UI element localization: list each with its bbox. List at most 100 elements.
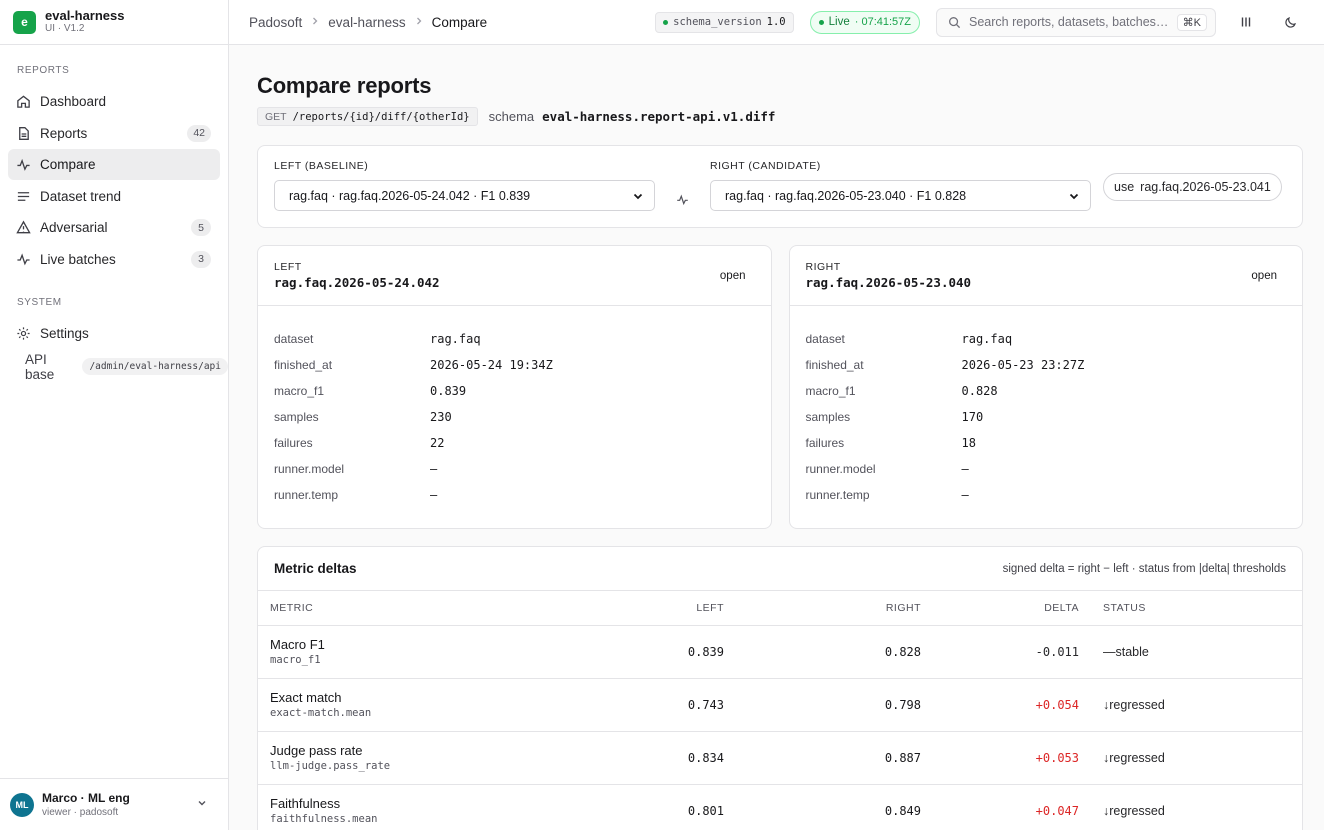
metric-name: Exact match — [270, 689, 342, 705]
field-row: failures 18 — [806, 430, 1287, 456]
search-input[interactable] — [969, 15, 1169, 29]
sidebar-item-reports[interactable]: Reports 42 — [8, 118, 220, 149]
breadcrumb-eval-harness[interactable]: eval-harness — [328, 14, 406, 30]
sidebar-item-adversarial[interactable]: Adversarial 5 — [8, 212, 220, 243]
page-title: Compare reports — [257, 73, 432, 98]
left-report-id: rag.faq.2026-05-24.042 — [274, 275, 440, 290]
metric-deltas-header: Metric deltas signed delta = right − lef… — [258, 547, 1302, 591]
field-row: macro_f1 0.828 — [806, 378, 1287, 404]
breadcrumb: Padosoft eval-harness Compare — [249, 15, 487, 30]
sidebar-item-live-batches[interactable]: Live batches 3 — [8, 244, 220, 275]
right-report-header: RIGHT rag.faq.2026-05-23.040 open — [789, 246, 1302, 306]
open-right-report-link[interactable]: open — [1251, 269, 1277, 282]
brand[interactable]: e eval-harness UI · V1.2 — [0, 0, 228, 45]
report-picker: LEFT (BASELINE) rag.faq · rag.faq.2026-0… — [257, 145, 1303, 228]
brand-logo: e — [13, 10, 36, 34]
columns-icon — [1240, 16, 1252, 28]
search-shortcut: ⌘K — [1176, 13, 1207, 31]
sidebar-item-compare[interactable]: Compare — [8, 149, 220, 181]
sidebar-item-dataset-trend[interactable]: Dataset trend — [8, 181, 220, 212]
field-row: runner.model — — [806, 456, 1287, 482]
right-report-select[interactable]: rag.faq · rag.faq.2026-05-23.040 · F1 0.… — [710, 180, 1091, 211]
col-right[interactable]: RIGHT — [724, 591, 921, 626]
field-key: runner.model — [274, 462, 345, 476]
right-picker-label: RIGHT (CANDIDATE) — [710, 160, 821, 172]
metric-key: exact-match.mean — [270, 706, 372, 719]
api-base-label: API base — [25, 351, 55, 382]
http-method: GET — [265, 110, 287, 123]
metric-deltas-card: Metric deltas signed delta = right − lef… — [257, 546, 1303, 830]
live-time: · 07:41:57Z — [854, 16, 911, 28]
metric-key: macro_f1 — [270, 653, 321, 666]
live-label: Live — [828, 16, 850, 28]
count-badge: 5 — [191, 219, 211, 237]
table-row[interactable]: Judge pass rate llm-judge.pass_rate 0.834… — [258, 731, 1302, 785]
sidebar-item-label: Dashboard — [40, 94, 107, 109]
use-suggested-report-button[interactable]: use rag.faq.2026-05-23.041 — [1103, 173, 1282, 201]
field-row: macro_f1 0.839 — [274, 378, 755, 404]
metric-key: faithfulness.mean — [270, 812, 378, 825]
left-report-card: LEFT rag.faq.2026-05-24.042 open dataset… — [257, 245, 772, 529]
col-status[interactable]: STATUS — [1079, 591, 1302, 626]
field-row: runner.model — — [274, 456, 755, 482]
table-row[interactable]: Macro F1 macro_f1 0.839 0.828 -0.011 —sta… — [258, 625, 1302, 679]
reports-nav: Dashboard Reports 42 Compare Dataset tr — [0, 86, 228, 275]
system-nav: Settings — [0, 318, 228, 349]
main-content: Compare reports GET /reports/{id}/diff/{… — [229, 45, 1324, 830]
right-value: 0.798 — [884, 697, 921, 712]
metric-name: Judge pass rate — [270, 742, 363, 758]
sidebar-item-dashboard[interactable]: Dashboard — [8, 86, 220, 117]
status-badge: ↓regressed — [1103, 750, 1165, 765]
swap-button[interactable] — [655, 160, 710, 206]
left-report-select[interactable]: rag.faq · rag.faq.2026-05-24.042 · F1 0.… — [274, 180, 655, 211]
search-box[interactable]: ⌘K — [936, 7, 1216, 37]
breadcrumb-padosoft[interactable]: Padosoft — [249, 14, 303, 30]
field-row: dataset rag.faq — [274, 326, 755, 352]
field-key: dataset — [274, 332, 314, 346]
status-dot — [663, 19, 669, 25]
table-header-row: METRIC LEFT RIGHT DELTA STATUS — [258, 591, 1302, 626]
metric-name: Macro F1 — [270, 636, 325, 652]
endpoint-path: /reports/{id}/diff/{otherId} — [292, 110, 470, 123]
status-badge: ↓regressed — [1103, 697, 1165, 712]
brand-version: UI · V1.2 — [45, 23, 85, 34]
reports-section-label: REPORTS — [17, 65, 70, 76]
col-delta[interactable]: DELTA — [921, 591, 1079, 626]
theme-toggle-button[interactable] — [1276, 8, 1304, 36]
sidebar-item-label: Dataset trend — [40, 188, 122, 204]
field-key: macro_f1 — [805, 384, 856, 398]
metric-deltas-note: signed delta = right − left · status fro… — [1002, 562, 1286, 575]
field-key: finished_at — [274, 358, 333, 372]
search-icon — [948, 16, 961, 29]
user-menu[interactable]: ML Marco · ML eng viewer · padosoft — [0, 778, 228, 830]
col-metric[interactable]: METRIC — [258, 591, 638, 626]
columns-toggle-button[interactable] — [1232, 8, 1260, 36]
field-key: samples — [274, 410, 319, 424]
left-value: 0.801 — [687, 803, 724, 818]
field-key: runner.temp — [274, 488, 339, 502]
delta-value: +0.054 — [1035, 697, 1079, 712]
sidebar-item-settings[interactable]: Settings — [8, 318, 220, 349]
field-value: — — [430, 488, 438, 502]
user-name: Marco · ML eng — [42, 790, 130, 805]
right-value: 0.849 — [884, 803, 921, 818]
field-value: 2026-05-24 19:34Z — [430, 358, 553, 372]
chevron-right-icon — [311, 16, 319, 29]
table-row[interactable]: Faithfulness faithfulness.mean 0.801 0.84… — [258, 784, 1302, 830]
metric-name: Faithfulness — [270, 795, 341, 811]
sidebar-item-label: Compare — [40, 157, 96, 173]
brand-name: eval-harness — [45, 8, 125, 23]
warning-icon — [16, 220, 31, 235]
field-row: finished_at 2026-05-24 19:34Z — [274, 352, 755, 378]
table-row[interactable]: Exact match exact-match.mean 0.743 0.798 … — [258, 678, 1302, 732]
live-status-badge[interactable]: Live · 07:41:57Z — [809, 10, 920, 34]
col-left[interactable]: LEFT — [638, 591, 724, 626]
chevron-down-icon — [632, 190, 644, 202]
open-left-report-link[interactable]: open — [719, 269, 746, 282]
use-report-id: rag.faq.2026-05-23.041 — [1140, 180, 1271, 194]
field-value: rag.faq — [961, 332, 1013, 346]
moon-icon — [1284, 16, 1297, 29]
home-icon — [16, 94, 31, 109]
topbar: Padosoft eval-harness Compare schema_ver… — [229, 0, 1324, 45]
field-value: rag.faq — [430, 332, 481, 346]
